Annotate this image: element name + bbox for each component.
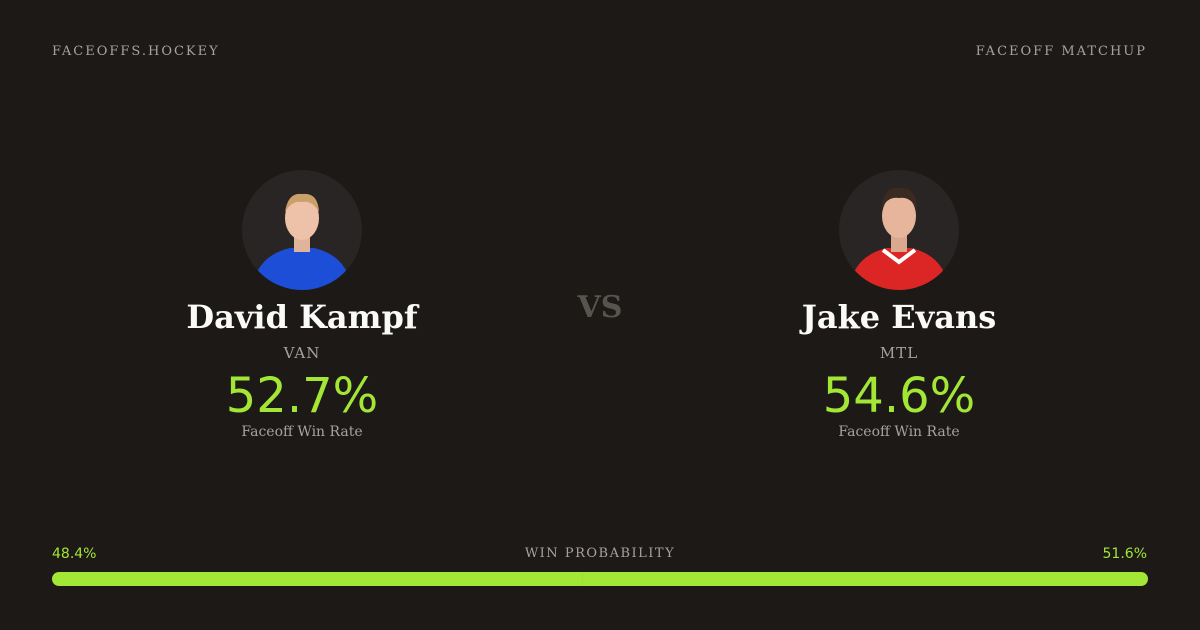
header-label: FACEOFF MATCHUP: [975, 44, 1147, 59]
probability-segment: [582, 572, 1148, 586]
probability-bar: [52, 572, 1148, 586]
probability-label: WIN PROBABILITY: [524, 546, 676, 561]
versus: VS: [577, 290, 623, 325]
player-team: VAN: [283, 344, 321, 362]
player-name: David Kampf: [186, 298, 418, 336]
win-rate: 54.6%: [822, 368, 976, 424]
right-probability: 51.6%: [1102, 546, 1147, 562]
left-probability: 48.4%: [52, 546, 97, 562]
avatar: [242, 170, 362, 290]
player-card: David Kampf VAN 52.7% Faceoff Win Rate: [102, 170, 502, 440]
avatar: [839, 170, 959, 290]
player-team: MTL: [879, 344, 919, 362]
probability-segment: [52, 572, 583, 586]
win-rate-label: Faceoff Win Rate: [241, 424, 363, 440]
player-name: Jake Evans: [801, 298, 997, 336]
brand: FACEOFFS.HOCKEY: [52, 44, 220, 59]
win-rate: 52.7%: [225, 368, 379, 424]
win-rate-label: Faceoff Win Rate: [838, 424, 960, 440]
player-card: Jake Evans MTL 54.6% Faceoff Win Rate: [699, 170, 1099, 440]
